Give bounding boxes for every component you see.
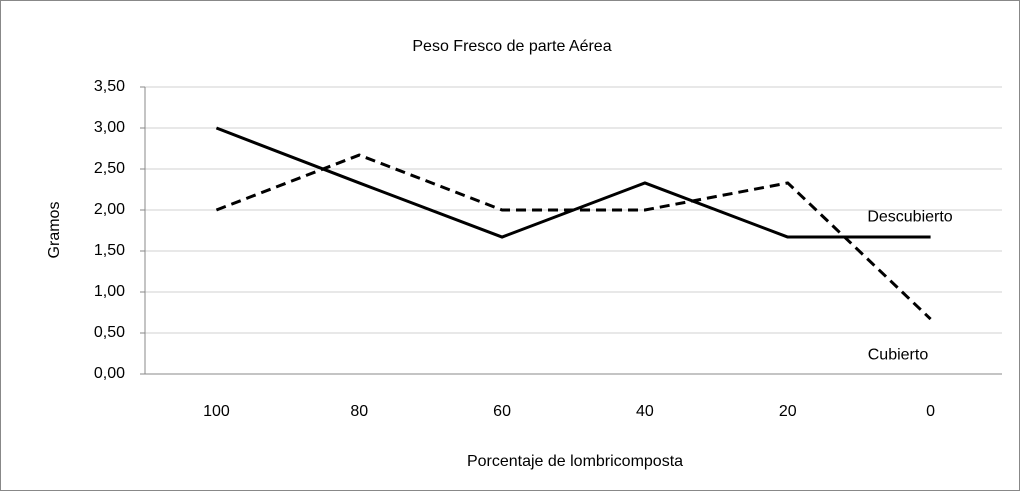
x-tick-label: 80 [350,403,368,420]
x-axis-label: Porcentaje de lombricomposta [467,453,683,470]
series-label: Descubierto [867,208,952,225]
x-tick-label: 0 [926,403,935,420]
chart-title: Peso Fresco de parte Aérea [412,38,611,55]
x-tick-label: 100 [203,403,230,420]
y-tick-label: 0,50 [94,324,125,341]
y-tick-label: 3,00 [94,119,125,136]
x-tick-label: 40 [636,403,654,420]
y-tick-label: 2,00 [94,201,125,218]
series-label: Cubierto [868,346,929,363]
x-tick-label: 20 [779,403,797,420]
y-tick-label: 1,50 [94,242,125,259]
y-tick-label: 1,00 [94,283,125,300]
y-tick-label: 2,50 [94,160,125,177]
series-line [215,153,932,321]
y-tick-label: 0,00 [94,365,125,382]
x-tick-label: 60 [493,403,511,420]
y-tick-label: 3,50 [94,78,125,95]
y-axis-label: Gramos [46,202,63,259]
